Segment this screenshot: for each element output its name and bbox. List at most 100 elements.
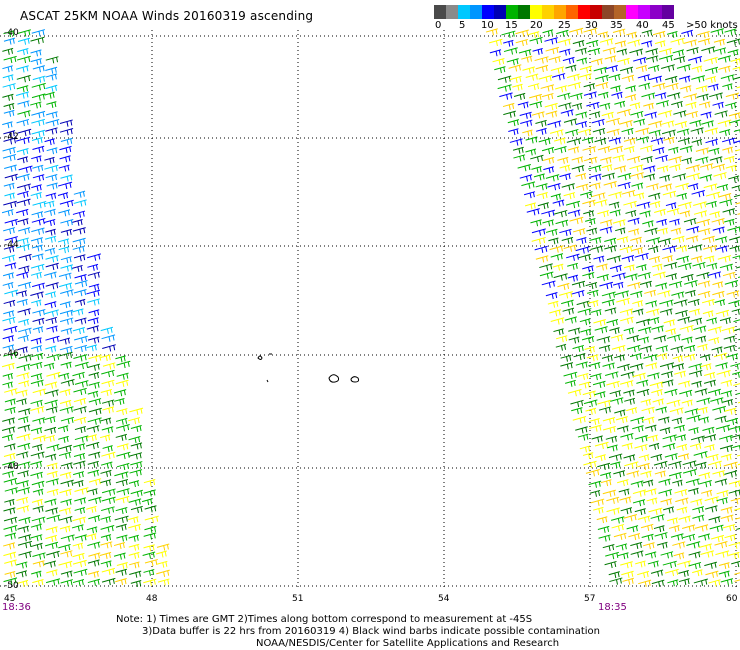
wind-barb (74, 380, 89, 388)
wind-barb (525, 73, 539, 81)
wind-barb (579, 445, 591, 453)
wind-barb (579, 318, 591, 326)
wind-barb (579, 65, 593, 73)
wind-barb (686, 226, 700, 234)
wind-barb (726, 38, 740, 46)
wind-barb (719, 129, 731, 136)
wind-barb (115, 355, 126, 363)
wind-barb (672, 541, 686, 549)
wind-barb (672, 173, 686, 181)
wind-barb (676, 128, 690, 136)
wind-barb (3, 551, 16, 559)
wind-barb (157, 578, 170, 586)
wind-barb (60, 228, 72, 236)
wind-barb (726, 353, 739, 361)
wind-barb (696, 93, 709, 101)
wind-barb (685, 164, 700, 172)
legend-swatch (506, 5, 518, 19)
wind-barb (588, 164, 602, 173)
wind-barb (592, 380, 606, 389)
wind-barb (544, 37, 558, 45)
wind-barb (101, 334, 116, 342)
wind-barb (4, 192, 15, 200)
wind-barb (621, 127, 634, 136)
wind-barb (581, 336, 595, 344)
wind-barb (575, 120, 588, 129)
wind-barb (712, 281, 723, 289)
wind-barb (643, 542, 655, 550)
wind-barb (46, 325, 58, 333)
wind-barb (602, 425, 616, 434)
wind-barb (30, 542, 43, 550)
wind-barb (629, 172, 644, 180)
wind-barb (74, 534, 87, 542)
wind-barb (602, 47, 616, 55)
wind-barb (2, 146, 16, 155)
wind-barb (550, 129, 564, 137)
wind-barb (578, 128, 592, 136)
wind-barb (116, 534, 128, 542)
wind-barb (3, 477, 18, 486)
island-outline (266, 379, 269, 383)
wind-barb (699, 174, 713, 182)
wind-barb (100, 388, 113, 396)
wind-barb (16, 363, 31, 371)
wind-barb (542, 156, 555, 164)
wind-barb (589, 236, 602, 244)
wind-barb (706, 262, 718, 270)
wind-barb (542, 29, 554, 37)
wind-barb (575, 426, 588, 434)
wind-barb (32, 174, 45, 182)
wind-barb (688, 56, 703, 64)
wind-barb (521, 55, 533, 63)
wind-barb (670, 37, 685, 46)
wind-barb (552, 199, 565, 207)
wind-barb (45, 507, 58, 515)
island-outline (350, 376, 360, 383)
wind-barb (667, 517, 678, 525)
wind-barb (16, 65, 29, 73)
wind-barb (643, 173, 656, 181)
wind-barb (683, 344, 696, 352)
wind-barb (32, 308, 46, 317)
wind-barb (492, 58, 505, 66)
wind-barb (114, 397, 125, 405)
wind-barb (568, 336, 580, 344)
wind-barb (678, 380, 691, 388)
wind-barb (613, 470, 626, 478)
wind-barb (608, 73, 621, 82)
wind-barb (576, 237, 587, 244)
wind-barb (543, 166, 554, 174)
wind-barb (631, 182, 644, 190)
wind-barb (558, 102, 572, 110)
wind-barb (143, 532, 157, 540)
wind-barb (619, 245, 633, 254)
legend-label: 0 (435, 20, 442, 31)
wind-barb (16, 290, 27, 298)
lat-label: -42 (4, 132, 19, 142)
wind-barb (129, 561, 140, 569)
wind-barb (602, 543, 615, 552)
wind-barb (46, 147, 58, 155)
wind-barb (17, 37, 31, 45)
wind-barb (619, 496, 632, 504)
wind-barb (615, 416, 628, 424)
wind-barb (567, 262, 578, 270)
wind-barb (512, 146, 524, 154)
wind-barb (656, 218, 667, 226)
wind-barb (74, 426, 86, 434)
wind-barb (59, 345, 73, 354)
wind-barb (88, 407, 102, 416)
wind-barb (130, 424, 142, 432)
wind-barb (57, 192, 69, 200)
wind-barb (598, 534, 611, 542)
wind-barb (44, 309, 59, 317)
wind-barb (733, 194, 740, 198)
wind-barb (651, 579, 665, 587)
wind-barb (3, 325, 18, 334)
wind-barb (44, 218, 56, 226)
wind-barb (664, 568, 679, 577)
wind-barb (15, 91, 29, 99)
wind-barb (57, 238, 70, 246)
